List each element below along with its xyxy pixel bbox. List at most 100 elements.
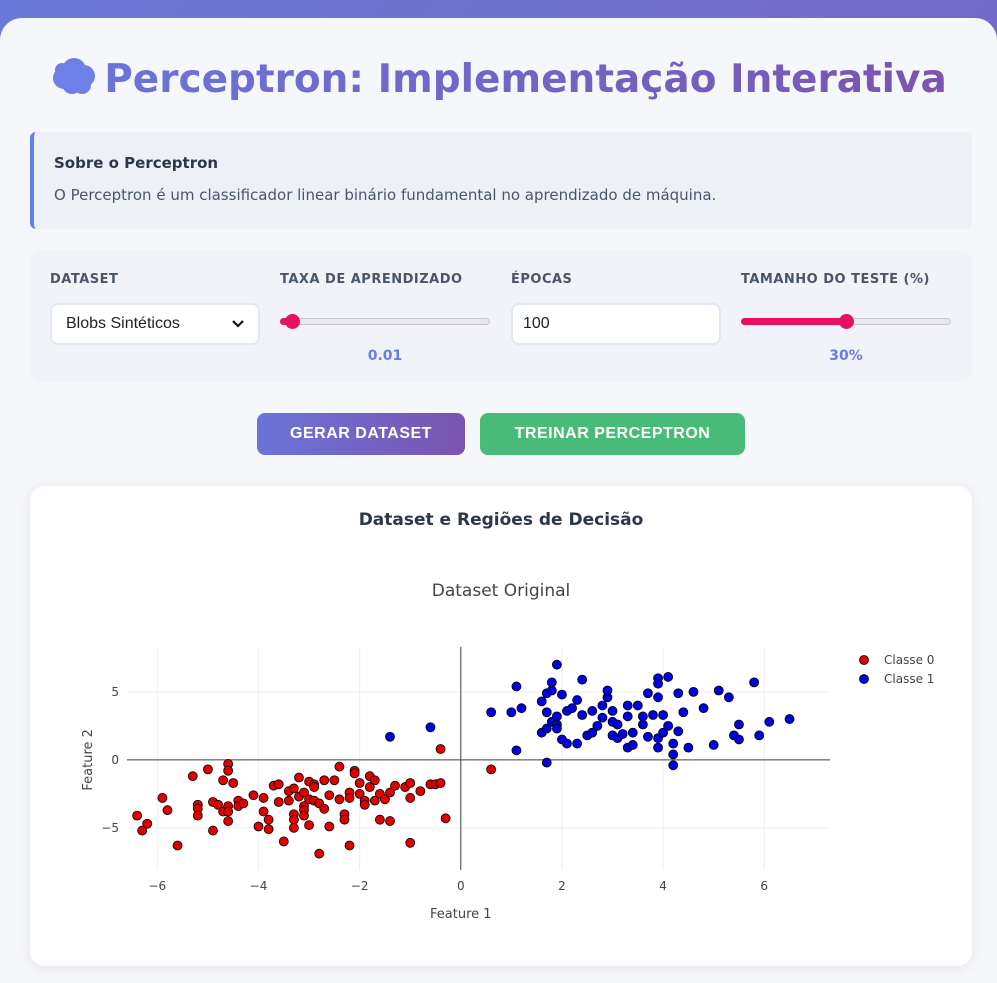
data-point bbox=[223, 816, 234, 826]
legend-label: Classe 1 bbox=[884, 672, 934, 686]
data-point bbox=[577, 710, 588, 720]
data-point bbox=[617, 729, 628, 739]
learning-rate-control: TAXA DE APRENDIZADO 0.01 bbox=[280, 272, 490, 364]
data-point bbox=[622, 700, 633, 711]
data-point bbox=[562, 738, 572, 749]
data-point bbox=[415, 786, 426, 797]
data-point bbox=[658, 710, 669, 720]
dataset-select[interactable]: Blobs Sintéticos bbox=[50, 303, 260, 345]
data-point bbox=[299, 810, 309, 821]
data-point bbox=[541, 723, 552, 734]
data-point bbox=[385, 731, 395, 742]
data-point bbox=[142, 818, 153, 829]
data-point bbox=[541, 707, 552, 718]
train-perceptron-button[interactable]: TREINAR PERCEPTRON bbox=[480, 413, 745, 455]
data-point bbox=[546, 677, 557, 688]
data-point bbox=[228, 778, 239, 788]
data-point bbox=[405, 778, 416, 788]
data-point bbox=[380, 794, 390, 805]
slider-thumb[interactable] bbox=[284, 314, 300, 329]
data-point bbox=[551, 723, 562, 734]
data-point bbox=[698, 703, 709, 714]
data-point bbox=[597, 712, 608, 723]
data-point bbox=[546, 685, 557, 696]
data-point bbox=[223, 765, 234, 776]
data-point bbox=[673, 688, 684, 699]
data-point bbox=[511, 681, 522, 692]
data-point bbox=[708, 740, 719, 750]
epochs-input[interactable]: 100 bbox=[511, 303, 721, 345]
data-point bbox=[405, 793, 416, 803]
data-point bbox=[668, 749, 679, 760]
data-point bbox=[435, 778, 446, 788]
data-point bbox=[192, 810, 203, 821]
x-tick-label: −2 bbox=[351, 879, 369, 893]
data-point bbox=[637, 711, 648, 722]
generate-dataset-button[interactable]: GERAR DATASET bbox=[257, 413, 465, 455]
data-point bbox=[754, 730, 765, 741]
test-size-label: TAMANHO DO TESTE (%) bbox=[741, 272, 930, 287]
data-point bbox=[506, 707, 517, 718]
data-point bbox=[187, 771, 198, 782]
data-point bbox=[314, 848, 325, 859]
data-point bbox=[607, 706, 618, 716]
data-point bbox=[369, 795, 380, 806]
data-point bbox=[587, 706, 598, 716]
data-point bbox=[541, 757, 552, 768]
data-point bbox=[486, 707, 497, 718]
test-size-control: TAMANHO DO TESTE (%) 30% bbox=[741, 272, 951, 364]
x-tick-label: −4 bbox=[250, 879, 268, 893]
data-point bbox=[324, 821, 335, 832]
data-point bbox=[713, 685, 724, 696]
data-point bbox=[329, 775, 340, 786]
data-point bbox=[536, 696, 547, 707]
data-point bbox=[764, 716, 775, 727]
data-point bbox=[218, 775, 228, 786]
data-point bbox=[592, 720, 603, 731]
data-point bbox=[258, 793, 269, 803]
data-point bbox=[653, 678, 663, 689]
data-point bbox=[223, 806, 234, 817]
data-point bbox=[643, 688, 653, 699]
info-panel: Sobre o Perceptron O Perceptron é um cla… bbox=[30, 132, 972, 229]
data-point bbox=[784, 714, 795, 724]
data-point bbox=[663, 720, 674, 731]
epochs-label: ÉPOCAS bbox=[511, 272, 573, 287]
data-point bbox=[319, 775, 330, 786]
y-tick-label: −5 bbox=[101, 821, 119, 835]
data-point bbox=[627, 740, 638, 750]
page-title: Perceptron: Implementação Interativa bbox=[0, 56, 997, 106]
data-point bbox=[405, 837, 416, 848]
learning-rate-label: TAXA DE APRENDIZADO bbox=[280, 272, 463, 287]
data-point bbox=[137, 825, 148, 836]
data-point bbox=[734, 734, 744, 745]
epochs-control: ÉPOCAS 100 bbox=[511, 272, 721, 345]
learning-rate-slider[interactable] bbox=[280, 314, 490, 329]
data-point bbox=[622, 711, 633, 722]
data-point bbox=[734, 719, 744, 730]
brain-icon bbox=[50, 56, 98, 106]
x-tick-label: 2 bbox=[558, 879, 566, 893]
data-point bbox=[203, 764, 213, 775]
data-point bbox=[653, 692, 663, 703]
data-point bbox=[673, 726, 684, 737]
data-point bbox=[572, 695, 583, 705]
data-point bbox=[385, 787, 395, 798]
legend-marker bbox=[859, 655, 869, 665]
data-point bbox=[263, 814, 274, 825]
info-heading: Sobre o Perceptron bbox=[54, 154, 219, 172]
data-point bbox=[637, 719, 648, 730]
x-axis-label: Feature 1 bbox=[430, 907, 492, 922]
data-point bbox=[749, 677, 760, 688]
data-point bbox=[344, 793, 355, 803]
test-size-slider[interactable] bbox=[741, 314, 951, 329]
data-point bbox=[299, 787, 309, 798]
chart-title: Dataset Original bbox=[432, 581, 571, 601]
dataset-label: DATASET bbox=[50, 272, 119, 287]
data-point bbox=[359, 799, 370, 810]
x-tick-label: −6 bbox=[148, 879, 166, 893]
data-point bbox=[364, 782, 375, 792]
data-point bbox=[258, 806, 269, 817]
scatter-chart: Dataset Original −6 −4 −2 0 2 4 6 −5 0 5 Feature 1 F… bbox=[81, 581, 934, 922]
slider-thumb[interactable] bbox=[839, 314, 854, 329]
